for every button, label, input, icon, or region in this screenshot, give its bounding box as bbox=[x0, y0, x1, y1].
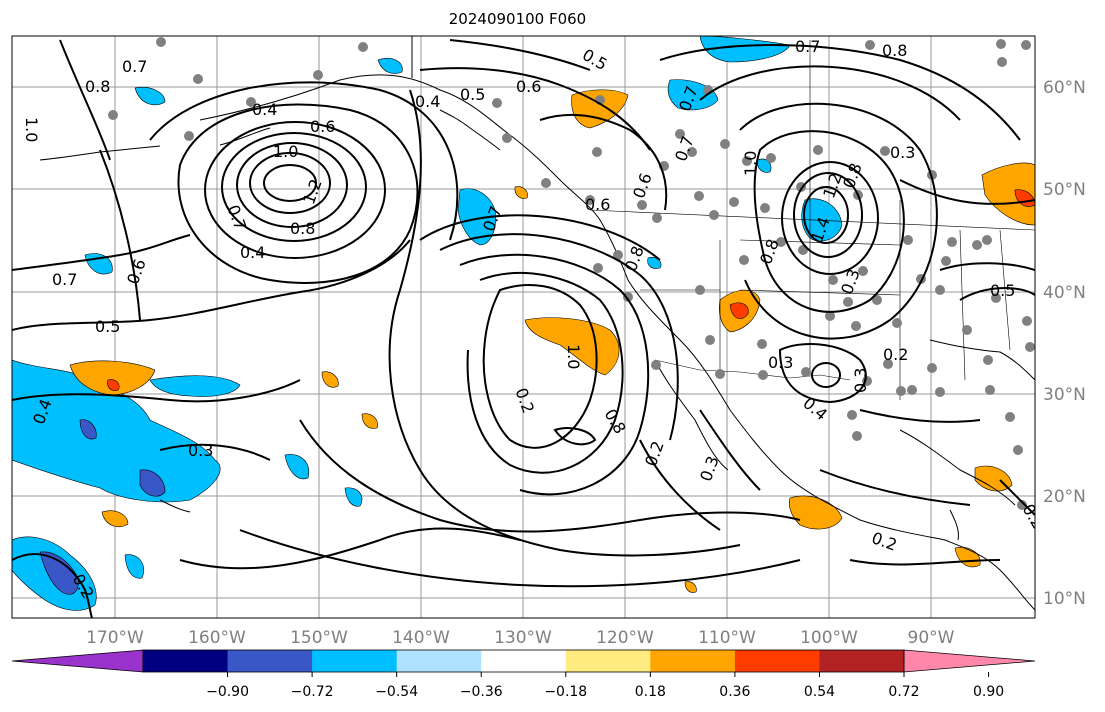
contour-label: 1.0 bbox=[273, 142, 298, 161]
contour-label: 0.8 bbox=[290, 219, 315, 238]
colorbar-segment bbox=[481, 650, 567, 672]
contour-label: 1.0 bbox=[741, 151, 760, 176]
colorbar-tick-label: 0.90 bbox=[973, 684, 1004, 700]
colorbar-extension-low bbox=[11, 649, 144, 673]
colorbar-tick-label: −0.90 bbox=[206, 684, 249, 700]
negative-shading bbox=[12, 36, 843, 611]
lat-label: 30°N bbox=[1043, 385, 1086, 405]
contour-label: 0.6 bbox=[585, 195, 610, 214]
contour-label: 0.7 bbox=[52, 270, 77, 289]
contour-label: 0.8 bbox=[882, 41, 907, 60]
lat-label: 40°N bbox=[1043, 283, 1086, 303]
lon-label: 110°W bbox=[698, 628, 756, 648]
colorbar-tick-label: 0.18 bbox=[635, 684, 666, 700]
colorbar-tick-label: −0.54 bbox=[375, 684, 418, 700]
lon-label: 150°W bbox=[290, 628, 348, 648]
contour-label: 0.5 bbox=[95, 317, 120, 336]
contour-label: 0.6 bbox=[516, 77, 541, 96]
lon-label: 160°W bbox=[188, 628, 246, 648]
colorbar-outline bbox=[142, 649, 905, 673]
contour-label: 0.6 bbox=[310, 117, 335, 136]
lon-label: 120°W bbox=[596, 628, 654, 648]
contour-label: 1.0 bbox=[22, 117, 41, 142]
colorbar-segment bbox=[143, 650, 229, 672]
colorbar-tick-label: −0.36 bbox=[460, 684, 503, 700]
colorbar-tick-label: −0.72 bbox=[291, 684, 334, 700]
contour-label: 0.4 bbox=[252, 100, 277, 119]
lon-label: 140°W bbox=[392, 628, 450, 648]
latitude-labels: 60°N 50°N 40°N 30°N 20°N 10°N bbox=[1043, 78, 1086, 609]
contour-label: 0.5 bbox=[460, 85, 485, 104]
station-dots bbox=[108, 37, 1035, 510]
map-frame bbox=[11, 35, 1036, 619]
colorbar-tick-label: −0.18 bbox=[544, 684, 587, 700]
map-title: 2024090100 F060 bbox=[448, 10, 587, 28]
contour-label: 0.2 bbox=[883, 345, 908, 364]
colorbar-tick-label: 0.54 bbox=[804, 684, 835, 700]
lat-label: 20°N bbox=[1043, 487, 1086, 507]
contour-label: 0.3 bbox=[188, 441, 213, 460]
colorbar-tick-label: 0.36 bbox=[719, 684, 750, 700]
lat-label: 50°N bbox=[1043, 180, 1086, 200]
colorbar-segment bbox=[819, 650, 905, 672]
lat-label: 10°N bbox=[1043, 589, 1086, 609]
colorbar-segment bbox=[312, 650, 398, 672]
contour-label: 0.4 bbox=[240, 243, 265, 262]
contour-label: 0.7 bbox=[795, 37, 820, 56]
contour-label: 0.5 bbox=[990, 281, 1015, 300]
colorbar bbox=[11, 649, 1036, 673]
colorbar-tick-label: 0.72 bbox=[888, 684, 919, 700]
lon-label: 90°W bbox=[908, 628, 955, 648]
colorbar-segment bbox=[227, 650, 313, 672]
colorbar-segment bbox=[650, 650, 736, 672]
contour-label: 0.3 bbox=[768, 353, 793, 372]
colorbar-segment bbox=[396, 650, 482, 672]
contour-label: 0.7 bbox=[122, 57, 147, 76]
colorbar-ticks: −0.90 −0.72 −0.54 −0.36 −0.18 0.18 0.36 0.54 0.7… bbox=[206, 672, 1004, 700]
colorbar-segment bbox=[565, 650, 651, 672]
colorbar-segment bbox=[734, 650, 820, 672]
contour-label: 0.4 bbox=[415, 92, 440, 111]
lat-label: 60°N bbox=[1043, 78, 1086, 98]
contour-label: 1.0 bbox=[564, 344, 583, 369]
lon-label: 170°W bbox=[86, 628, 144, 648]
colorbar-extension-high bbox=[903, 649, 1036, 673]
lon-label: 100°W bbox=[800, 628, 858, 648]
longitude-labels: 170°W 160°W 150°W 140°W 130°W 120°W 110°… bbox=[86, 628, 955, 648]
contour-label: 0.3 bbox=[851, 368, 870, 393]
contour-lines bbox=[12, 39, 1035, 618]
lon-label: 130°W bbox=[494, 628, 552, 648]
contour-label: 0.3 bbox=[890, 143, 915, 162]
contour-label: 0.8 bbox=[85, 77, 110, 96]
